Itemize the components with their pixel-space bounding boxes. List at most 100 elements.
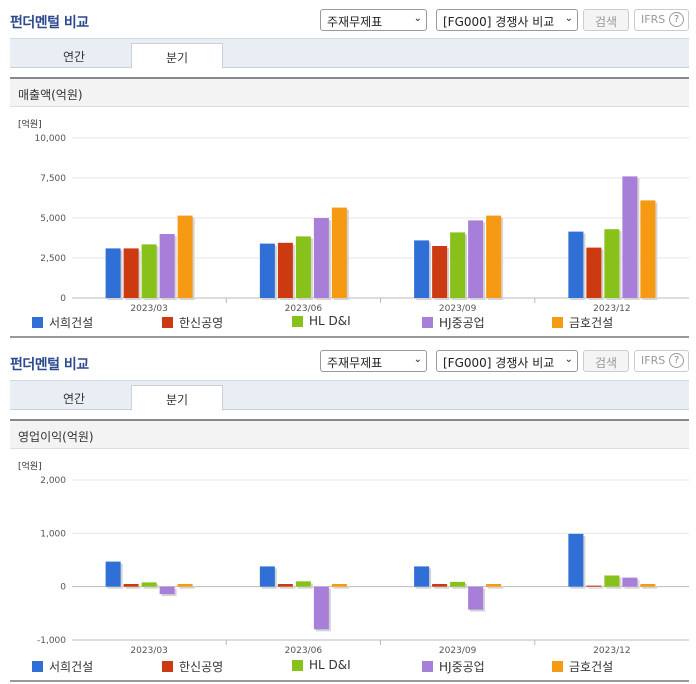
fundamental-section-revenue: 펀더멘털 비교 주재무제표 ⌄ [FG000] 경쟁사 비교 ⌄ 검색 IFRS…	[0, 0, 696, 340]
bar-shadow	[588, 587, 604, 589]
legend-item[interactable]: 금호건설	[552, 314, 613, 331]
bar-shadow	[179, 586, 195, 589]
legend-label: HJ중공업	[439, 316, 485, 330]
section-title: 펀더멘털 비교	[10, 357, 89, 373]
search-button[interactable]: 검색	[583, 350, 629, 372]
unit-label: [억원]	[18, 460, 42, 472]
x-tick-label: 2023/03	[130, 646, 167, 655]
bar-HL D&I-2023/06	[295, 236, 311, 298]
legend-swatch	[32, 661, 43, 672]
section-header: 펀더멘털 비교 주재무제표 ⌄ [FG000] 경쟁사 비교 ⌄ 검색 IFRS…	[0, 0, 696, 32]
bar-HL D&I-2023/12	[604, 229, 620, 298]
legend-swatch	[292, 315, 303, 327]
chevron-down-icon: ⌄	[413, 354, 422, 365]
legend-item[interactable]: HJ중공업	[422, 314, 485, 331]
tab-quarterly[interactable]: 분기	[131, 43, 223, 69]
bar-shadow	[125, 586, 141, 589]
bar-서희건설-2023/06	[259, 566, 275, 587]
bar-HJ중공업-2023/03	[159, 586, 175, 595]
legend-label: 금호건설	[569, 316, 614, 330]
ifrs-help-button[interactable]: IFRS ?	[634, 350, 689, 372]
y-tick-label: 0	[60, 583, 66, 593]
x-tick-label: 2023/09	[439, 646, 477, 655]
statement-select-value: 주재무제표	[327, 356, 383, 370]
fundamental-section-operating-profit: 펀더멘털 비교 주재무제표 ⌄ [FG000] 경쟁사 비교 ⌄ 검색 IFRS…	[0, 342, 696, 684]
chart-panel-revenue: 매출액(억원) [억원] 0 2,500 5,000 7,500 10,000 2023/0…	[10, 77, 689, 338]
bar-금호건설-2023/09	[486, 584, 502, 587]
legend-swatch	[292, 659, 303, 671]
bar-금호건설-2023/12	[640, 584, 656, 587]
bar-한신공영-2023/06	[277, 242, 293, 298]
bar-서희건설-2023/03	[105, 561, 121, 587]
y-tick-label: 2,000	[40, 476, 66, 486]
bar-HJ중공업-2023/12	[622, 176, 638, 298]
statement-select[interactable]: 주재무제표 ⌄	[320, 9, 427, 31]
legend-swatch	[422, 661, 433, 672]
ifrs-label: IFRS	[641, 354, 666, 367]
bar-한신공영-2023/09	[432, 584, 448, 587]
bar-shadow	[333, 586, 349, 589]
legend-label: 한신공영	[179, 660, 224, 674]
statement-select[interactable]: 주재무제표 ⌄	[320, 350, 427, 372]
legend-swatch	[32, 317, 43, 328]
legend-swatch	[162, 317, 173, 328]
x-tick-label: 2023/12	[593, 646, 630, 655]
legend-item[interactable]: 서희건설	[32, 314, 93, 331]
panel-title: 매출액(억원)	[10, 79, 689, 107]
bar-한신공영-2023/03	[123, 248, 139, 298]
bar-shadow	[434, 586, 450, 589]
bar-서희건설-2023/12	[568, 533, 584, 587]
legend-item[interactable]: 서희건설	[32, 658, 93, 675]
bar-금호건설-2023/03	[177, 215, 193, 298]
bar-HJ중공업-2023/06	[313, 218, 329, 298]
legend-item[interactable]: HL D&I	[292, 314, 351, 328]
bar-HL D&I-2023/03	[141, 582, 157, 587]
legend-label: HL D&I	[309, 658, 351, 672]
bar-HJ중공업-2023/09	[468, 586, 484, 610]
period-tabs: 연간 분기	[10, 380, 689, 411]
chart-legend: 서희건설 한신공영 HL D&I HJ중공업 금호건설	[10, 658, 689, 676]
bar-서희건설-2023/09	[414, 240, 430, 298]
section-title: 펀더멘털 비교	[10, 15, 89, 31]
bar-HL D&I-2023/12	[604, 575, 620, 587]
legend-label: 금호건설	[569, 660, 614, 674]
statement-select-value: 주재무제표	[327, 15, 383, 29]
legend-swatch	[162, 661, 173, 672]
search-button[interactable]: 검색	[583, 9, 629, 31]
legend-label: HL D&I	[309, 314, 351, 328]
bar-HL D&I-2023/03	[141, 244, 157, 298]
y-tick-label: -1,000	[37, 636, 66, 646]
revenue-bar-chart: [억원] 0 2,500 5,000 7,500 10,000 2023/03 2023/06…	[18, 118, 689, 313]
tab-quarterly[interactable]: 분기	[131, 385, 223, 411]
bar-shadow	[488, 586, 504, 589]
legend-item[interactable]: HJ중공업	[422, 658, 485, 675]
panel-title: 영업이익(억원)	[10, 421, 689, 449]
unit-label: [억원]	[18, 118, 42, 130]
bar-shadow	[642, 586, 658, 589]
legend-item[interactable]: HL D&I	[292, 658, 351, 672]
bar-금호건설-2023/12	[640, 200, 656, 298]
bar-한신공영-2023/12	[586, 585, 602, 587]
legend-label: HJ중공업	[439, 660, 485, 674]
legend-item[interactable]: 한신공영	[162, 314, 223, 331]
y-tick-label: 7,500	[40, 174, 66, 184]
legend-swatch	[552, 661, 563, 672]
period-tabs: 연간 분기	[10, 38, 689, 69]
legend-swatch	[422, 317, 433, 328]
x-tick-label: 2023/06	[285, 304, 323, 313]
ifrs-help-button[interactable]: IFRS ?	[634, 9, 689, 31]
bar-한신공영-2023/06	[277, 584, 293, 587]
legend-item[interactable]: 금호건설	[552, 658, 613, 675]
x-tick-label: 2023/12	[593, 304, 630, 313]
compare-select-value: [FG000] 경쟁사 비교	[443, 15, 555, 29]
bar-금호건설-2023/06	[331, 207, 347, 298]
compare-select[interactable]: [FG000] 경쟁사 비교 ⌄	[436, 350, 578, 372]
bar-서희건설-2023/09	[414, 566, 430, 587]
bar-서희건설-2023/12	[568, 231, 584, 298]
bar-한신공영-2023/03	[123, 584, 139, 587]
tab-annual[interactable]: 연간	[62, 50, 86, 64]
tab-annual[interactable]: 연간	[62, 392, 86, 406]
legend-item[interactable]: 한신공영	[162, 658, 223, 675]
bar-한신공영-2023/09	[432, 246, 448, 298]
compare-select[interactable]: [FG000] 경쟁사 비교 ⌄	[436, 9, 578, 31]
